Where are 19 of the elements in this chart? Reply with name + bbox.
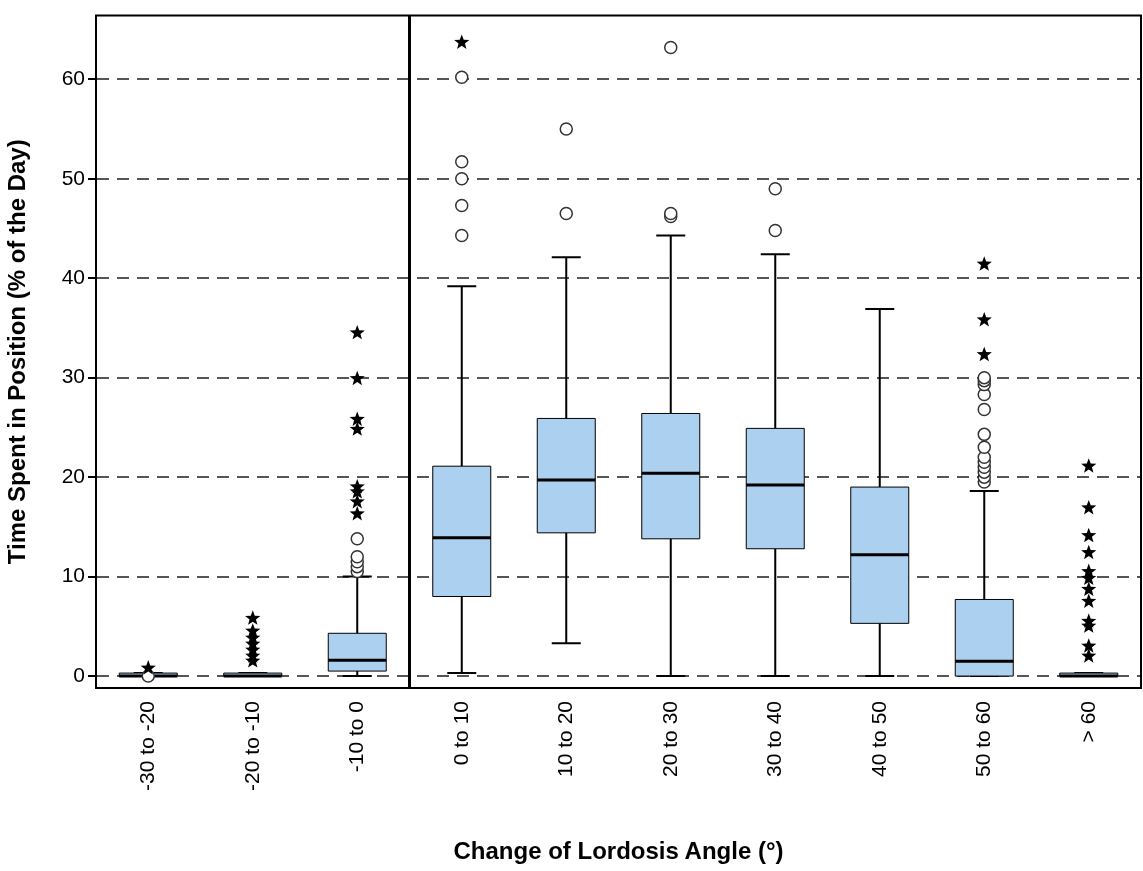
y-axis-title: Time Spent in Position (% of the Day) <box>3 139 31 565</box>
y-tick-label: 10 <box>61 563 85 587</box>
x-tick-label: 20 to 30 <box>657 701 681 777</box>
x-tick-label: 40 to 50 <box>866 701 890 777</box>
y-tick-label: 60 <box>61 66 85 90</box>
y-tick-label: 20 <box>61 463 85 487</box>
y-tick-label: 30 <box>61 364 85 388</box>
x-tick-label: 50 to 60 <box>971 701 995 777</box>
x-tick-label: -20 to -10 <box>239 701 263 791</box>
x-tick-label: -30 to -20 <box>135 701 159 791</box>
y-tick-label: 40 <box>61 264 85 288</box>
x-tick-label: 30 to 40 <box>762 701 786 777</box>
x-axis-title: Change of Lordosis Angle (°) <box>453 837 784 865</box>
y-tick-label: 0 <box>73 662 85 686</box>
x-tick-label: 10 to 20 <box>553 701 577 777</box>
x-tick-label: -10 to 0 <box>344 701 368 773</box>
x-tick-label: 0 to 10 <box>448 701 472 766</box>
y-tick-label: 50 <box>61 165 85 189</box>
x-tick-label: > 60 <box>1075 701 1099 743</box>
